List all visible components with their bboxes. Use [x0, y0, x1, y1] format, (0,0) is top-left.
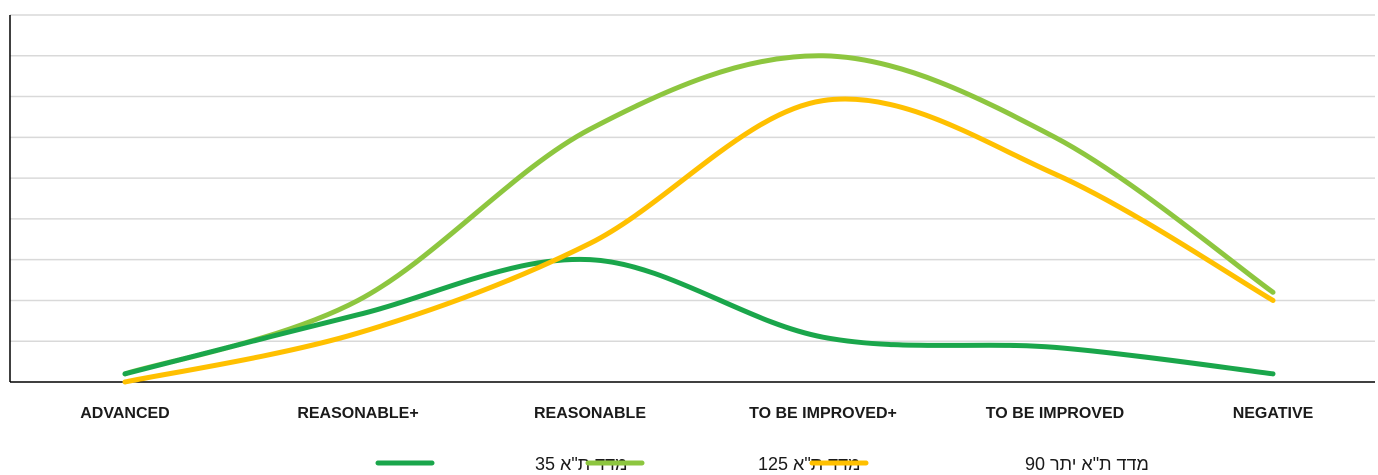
series-line-2	[122, 96, 1276, 385]
series-lines	[122, 53, 1276, 385]
legend-label: מדד ת"א יתר 90	[1025, 454, 1149, 474]
x-tick-label: TO BE IMPROVED+	[749, 405, 897, 422]
legend-label: מדד ת"א 35	[535, 454, 627, 474]
x-tick-label: ADVANCED	[80, 405, 169, 422]
x-tick-label: REASONABLE+	[297, 405, 418, 422]
legend-label: מדד ת"א 125	[758, 454, 861, 474]
series-line-0	[122, 256, 1276, 377]
x-tick-label: NEGATIVE	[1233, 405, 1314, 422]
legend: מדד ת"א 35 מדד ת"א 125 מדד ת"א יתר 90	[375, 454, 1149, 474]
x-tick-labels: ADVANCED REASONABLE+ REASONABLE TO BE IMPRO…	[80, 405, 1313, 422]
series-line-1	[122, 53, 1276, 377]
x-tick-label: TO BE IMPROVED	[986, 405, 1124, 422]
x-tick-label: REASONABLE	[534, 405, 646, 422]
gridlines	[10, 14, 1375, 342]
